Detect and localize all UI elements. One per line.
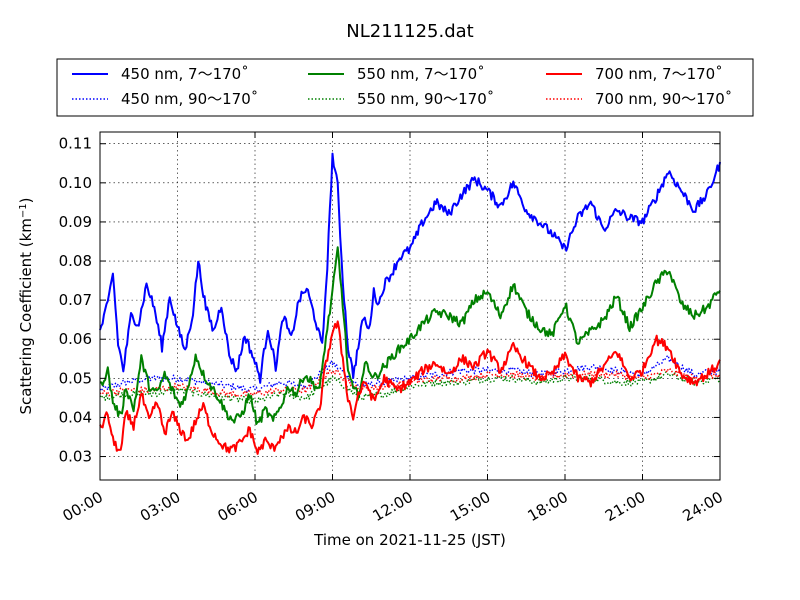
series-line-0 [99, 152, 721, 384]
legend-box [56, 58, 754, 117]
legend-label-5: 700 nm, 90～170˚ [595, 90, 732, 108]
y-axis-label-close: ) [17, 197, 35, 203]
x-tick-label-5: 15:00 [447, 488, 493, 525]
x-tick-label-8: 24:00 [680, 488, 726, 525]
plot-lines [99, 152, 721, 455]
x-axis-label: Time on 2021-11-25 (JST) [313, 531, 506, 549]
legend: 450 nm, 7～170˚ 450 nm, 90～170˚ 550 nm, 7… [56, 58, 754, 117]
x-tick-label-2: 06:00 [215, 488, 261, 525]
y-tick-label-5: 0.08 [59, 252, 92, 270]
y-axis-label: Scattering Coefficient (km−1) [17, 197, 35, 414]
chart-title: NL211125.dat [346, 21, 473, 42]
y-tick-label-2: 0.05 [59, 369, 92, 387]
legend-label-3: 550 nm, 90～170˚ [357, 90, 494, 108]
x-tick-label-3: 09:00 [292, 488, 338, 525]
series-line-4 [99, 320, 721, 455]
legend-label-2: 550 nm, 7～170˚ [357, 65, 485, 83]
series-line-1 [99, 354, 721, 394]
x-tick-label-0: 00:00 [60, 488, 106, 525]
y-axis-label-main: Scattering Coefficient (km [17, 218, 35, 414]
x-tick-label-1: 03:00 [137, 488, 183, 525]
y-tick-label-0: 0.03 [59, 448, 92, 466]
x-tick-label-7: 21:00 [602, 488, 648, 525]
legend-label-0: 450 nm, 7～170˚ [121, 65, 249, 83]
x-tick-label-4: 12:00 [370, 488, 416, 525]
y-tick-label-3: 0.06 [59, 330, 92, 348]
y-tick-label-4: 0.07 [59, 291, 92, 309]
y-tick-label-7: 0.10 [59, 174, 92, 192]
x-tick-label-6: 18:00 [525, 488, 571, 525]
y-tick-label-6: 0.09 [59, 213, 92, 231]
y-tick-label-8: 0.11 [59, 135, 92, 153]
series-line-3 [99, 371, 721, 405]
series-line-5 [99, 367, 721, 398]
y-axis-label-sup: −1 [18, 203, 29, 218]
series-line-2 [99, 246, 721, 425]
legend-label-4: 700 nm, 7～170˚ [595, 65, 723, 83]
y-tick-label-1: 0.04 [59, 408, 92, 426]
legend-label-1: 450 nm, 90～170˚ [121, 90, 258, 108]
